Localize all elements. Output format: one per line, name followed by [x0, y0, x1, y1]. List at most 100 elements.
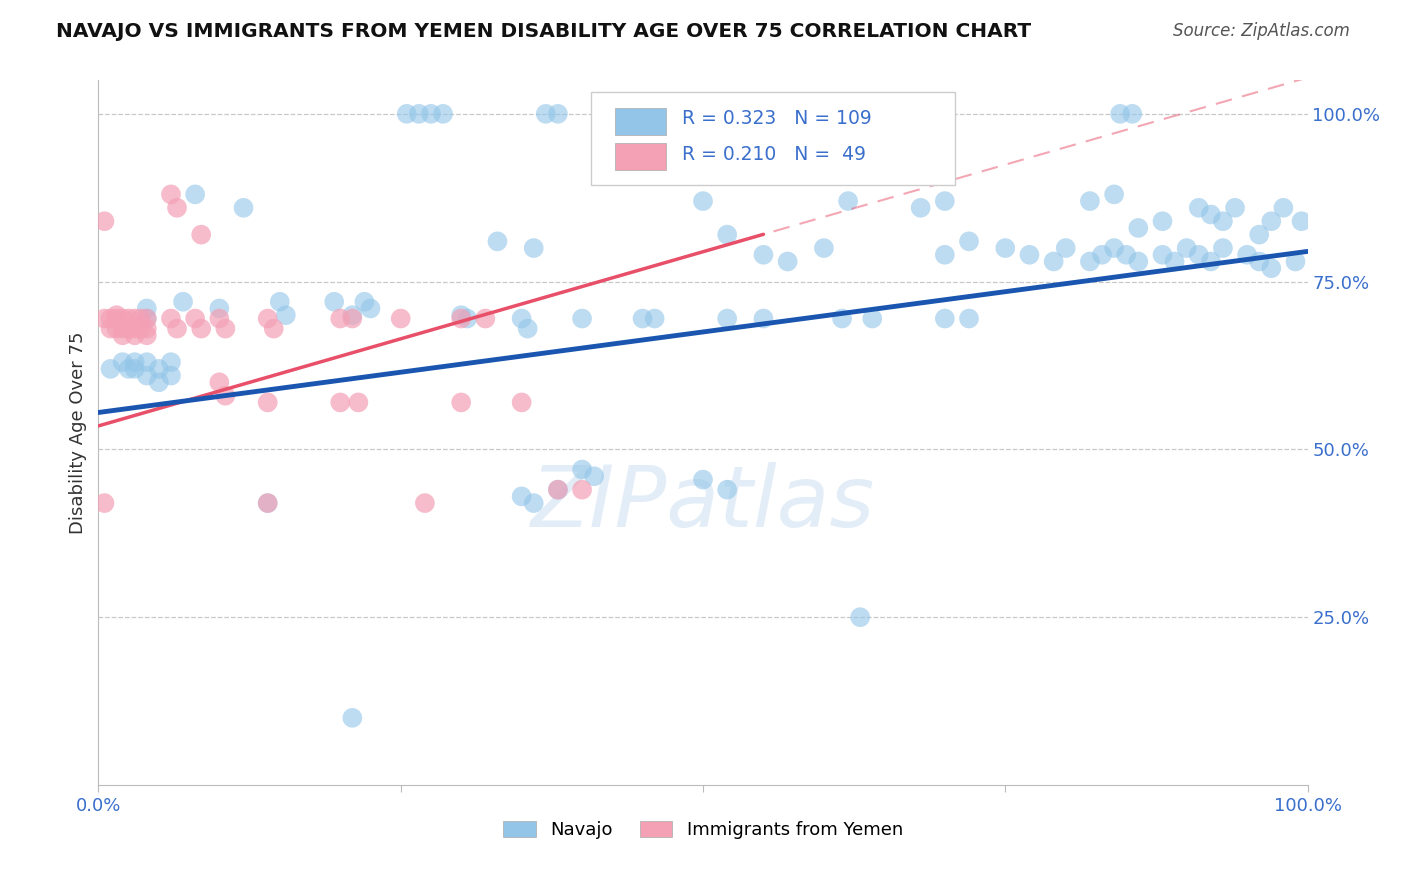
Point: [214, 389, 236, 403]
Point: [1249, 254, 1271, 268]
Point: [1291, 214, 1313, 228]
Point: [837, 194, 859, 208]
Point: [450, 308, 472, 322]
Point: [450, 395, 472, 409]
FancyBboxPatch shape: [614, 108, 665, 135]
Point: [957, 235, 980, 249]
Point: [190, 321, 212, 335]
Point: [408, 107, 430, 121]
Point: [1078, 194, 1101, 208]
Y-axis label: Disability Age Over 75: Disability Age Over 75: [69, 331, 87, 534]
Point: [644, 311, 666, 326]
Point: [571, 483, 593, 497]
Point: [135, 301, 157, 316]
Point: [1152, 248, 1174, 262]
Point: [93, 311, 115, 326]
Point: [124, 321, 146, 335]
Point: [716, 311, 738, 326]
Point: [1152, 214, 1174, 228]
Point: [1236, 248, 1258, 262]
Point: [118, 321, 141, 335]
Point: [571, 462, 593, 476]
Legend: Navajo, Immigrants from Yemen: Navajo, Immigrants from Yemen: [496, 814, 910, 847]
Point: [420, 107, 443, 121]
Point: [160, 311, 183, 326]
Point: [269, 294, 291, 309]
Point: [583, 469, 606, 483]
Point: [1175, 241, 1198, 255]
Point: [849, 610, 872, 624]
Point: [105, 321, 128, 335]
Point: [148, 376, 170, 390]
Point: [534, 107, 557, 121]
Point: [323, 294, 346, 309]
Point: [172, 294, 194, 309]
Point: [813, 241, 835, 255]
Point: [510, 489, 533, 503]
Point: [1115, 248, 1137, 262]
Point: [844, 107, 866, 121]
Point: [1091, 248, 1114, 262]
FancyBboxPatch shape: [591, 92, 955, 185]
Point: [1163, 254, 1185, 268]
Point: [347, 395, 370, 409]
Point: [1054, 241, 1077, 255]
Point: [860, 311, 883, 326]
Point: [135, 321, 157, 335]
Point: [1078, 254, 1101, 268]
Point: [1042, 254, 1064, 268]
Point: [124, 362, 146, 376]
Point: [1272, 201, 1295, 215]
Point: [100, 362, 122, 376]
Point: [360, 301, 382, 316]
Point: [208, 376, 231, 390]
Point: [432, 107, 454, 121]
Point: [105, 308, 128, 322]
Point: [166, 201, 188, 215]
Point: [256, 395, 278, 409]
Point: [135, 311, 157, 326]
Point: [93, 214, 115, 228]
Point: [329, 395, 352, 409]
Point: [100, 311, 122, 326]
Point: [1223, 201, 1246, 215]
Point: [129, 311, 152, 326]
Point: [124, 311, 146, 326]
Point: [752, 311, 775, 326]
Point: [547, 483, 569, 497]
Point: [1284, 254, 1306, 268]
Point: [1188, 201, 1211, 215]
Text: R = 0.210   N =  49: R = 0.210 N = 49: [682, 145, 866, 164]
Point: [342, 711, 364, 725]
Point: [716, 483, 738, 497]
Point: [263, 321, 285, 335]
Point: [256, 496, 278, 510]
Point: [389, 311, 412, 326]
Point: [111, 311, 134, 326]
Point: [831, 311, 853, 326]
Point: [100, 321, 122, 335]
Point: [124, 328, 146, 343]
Text: R = 0.323   N = 109: R = 0.323 N = 109: [682, 109, 872, 128]
Point: [111, 328, 134, 343]
Point: [274, 308, 297, 322]
Point: [571, 311, 593, 326]
Point: [474, 311, 496, 326]
Point: [934, 248, 956, 262]
Point: [413, 496, 436, 510]
Point: [1212, 241, 1234, 255]
Point: [716, 227, 738, 242]
Point: [395, 107, 418, 121]
Point: [994, 241, 1017, 255]
Point: [256, 311, 278, 326]
Point: [910, 201, 932, 215]
Point: [214, 321, 236, 335]
Point: [934, 311, 956, 326]
Point: [510, 311, 533, 326]
Point: [1212, 214, 1234, 228]
Point: [1102, 241, 1125, 255]
Point: [1249, 227, 1271, 242]
Point: [1199, 254, 1222, 268]
Point: [124, 355, 146, 369]
Point: [135, 311, 157, 326]
